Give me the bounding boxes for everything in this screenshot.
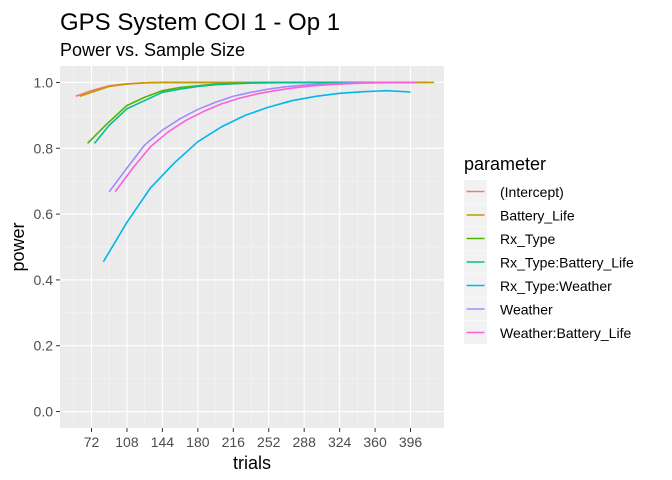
legend-label: Rx_Type:Battery_Life <box>500 255 634 271</box>
series-line-3 <box>93 81 376 144</box>
chart-title: GPS System COI 1 - Op 1 <box>60 9 340 36</box>
y-tick-label: 0.8 <box>34 140 54 156</box>
y-axis: 0.0 0.2 0.4 0.6 0.8 1.0 <box>34 74 60 420</box>
x-tick-label: 396 <box>399 434 423 450</box>
legend-title: parameter <box>464 154 546 174</box>
legend: parameter (Intercept) Battery_Life Rx_Type… <box>464 154 634 344</box>
x-tick-label: 288 <box>293 434 317 450</box>
x-tick-label: 216 <box>222 434 246 450</box>
legend-label: Rx_Type <box>500 231 555 247</box>
x-tick-label: 180 <box>186 434 210 450</box>
y-axis-title: power <box>8 222 28 271</box>
series-line-5 <box>108 81 376 193</box>
x-tick-label: 360 <box>363 434 387 450</box>
legend-item: Weather:Battery_Life <box>464 321 631 344</box>
legend-item: Rx_Type <box>464 227 555 250</box>
legend-label: Weather:Battery_Life <box>500 325 631 341</box>
legend-item: Battery_Life <box>464 203 575 227</box>
y-tick-label: 0.0 <box>34 404 54 420</box>
legend-item: (Intercept) <box>464 180 564 203</box>
x-axis: 72 108 144 180 216 252 288 324 360 396 <box>84 428 423 450</box>
x-tick-label: 72 <box>84 434 100 450</box>
legend-item: Rx_Type:Weather <box>464 274 612 297</box>
chart-subtitle: Power vs. Sample Size <box>60 40 245 60</box>
grid <box>60 66 444 428</box>
series-line-4 <box>102 89 411 263</box>
legend-item: Rx_Type:Battery_Life <box>464 250 634 274</box>
legend-label: Battery_Life <box>500 208 575 224</box>
x-tick-label: 144 <box>151 434 175 450</box>
x-axis-title: trials <box>233 453 271 473</box>
y-tick-label: 1.0 <box>34 74 54 90</box>
series-layer <box>75 81 435 263</box>
x-tick-label: 108 <box>115 434 139 450</box>
series-line-6 <box>114 81 417 193</box>
x-tick-label: 324 <box>328 434 352 450</box>
x-tick-label: 252 <box>257 434 281 450</box>
legend-label: (Intercept) <box>500 184 564 200</box>
y-tick-label: 0.2 <box>34 338 54 354</box>
legend-label: Rx_Type:Weather <box>500 278 612 294</box>
y-tick-label: 0.4 <box>34 272 54 288</box>
legend-item: Weather <box>464 297 553 321</box>
legend-label: Weather <box>500 302 553 318</box>
y-tick-label: 0.6 <box>34 206 54 222</box>
